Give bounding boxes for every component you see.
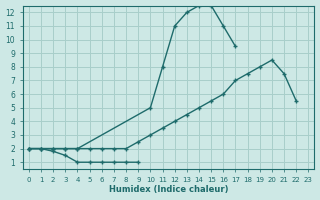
X-axis label: Humidex (Indice chaleur): Humidex (Indice chaleur)	[109, 185, 228, 194]
